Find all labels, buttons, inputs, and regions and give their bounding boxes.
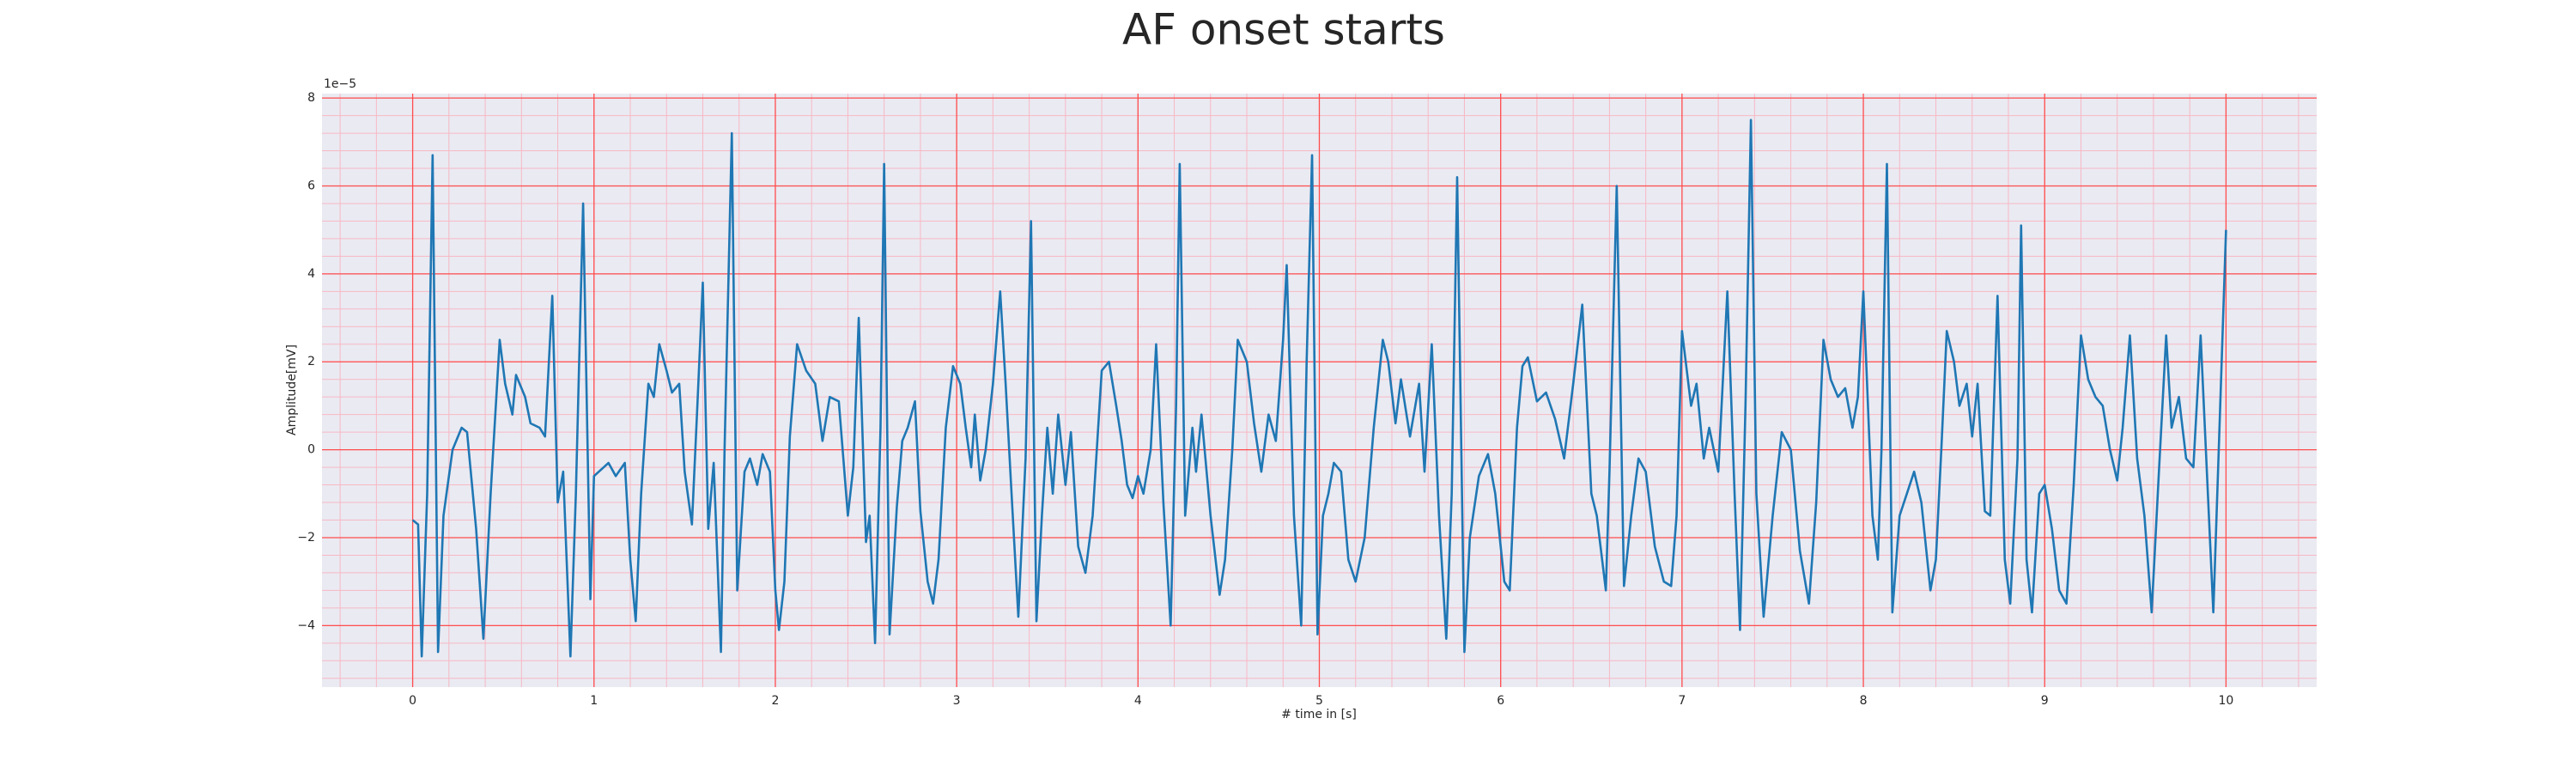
x-tick-label: 10	[2218, 694, 2233, 708]
x-tick-label: 9	[2041, 694, 2049, 708]
y-tick-label: 2	[307, 355, 315, 368]
x-tick-label: 3	[953, 694, 961, 708]
y-tick-label: 8	[307, 91, 315, 105]
x-tick-label: 4	[1134, 694, 1142, 708]
y-axis-label: Amplitude[mV]	[285, 344, 299, 435]
y-tick-label: −2	[297, 531, 315, 545]
marks	[411, 119, 2227, 658]
y-offset-label: 1e−5	[324, 77, 356, 91]
y-tick-label: −4	[297, 618, 315, 632]
x-tick-label: 2	[771, 694, 779, 708]
labels: AF onset starts # time in [s] Amplitude[…	[285, 5, 2233, 722]
signal-line	[411, 119, 2227, 658]
x-tick-label: 1	[590, 694, 598, 708]
x-tick-label: 8	[1860, 694, 1868, 708]
y-tick-label: 6	[307, 179, 315, 192]
grid	[322, 94, 2317, 687]
x-tick-label: 0	[409, 694, 416, 708]
x-tick-label: 6	[1497, 694, 1504, 708]
y-tick-label: 4	[307, 267, 315, 281]
chart-title: AF onset starts	[1122, 5, 1445, 55]
x-tick-label: 7	[1678, 694, 1686, 708]
x-tick-label: 5	[1315, 694, 1323, 708]
y-tick-label: 0	[307, 443, 315, 457]
x-axis-label: # time in [s]	[1281, 708, 1357, 721]
